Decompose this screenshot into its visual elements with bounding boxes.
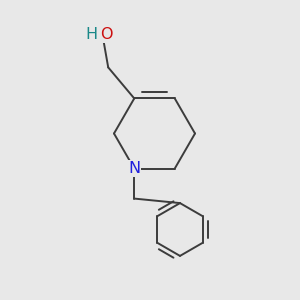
Text: H: H (85, 27, 98, 42)
Text: O: O (100, 27, 112, 42)
Text: N: N (128, 161, 140, 176)
